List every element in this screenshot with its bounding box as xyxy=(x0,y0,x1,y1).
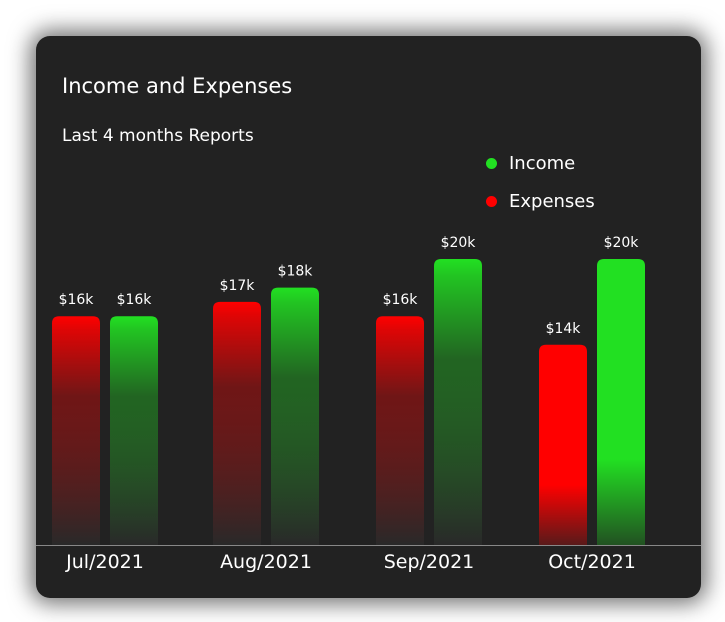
expenses-value-label: $17k xyxy=(220,278,256,294)
legend: Income Expenses xyxy=(486,144,595,220)
income-bar-sep-2021 xyxy=(434,259,482,545)
expenses-bar-oct-2021 xyxy=(539,344,587,545)
income-value-label: $20k xyxy=(441,235,477,251)
income-value-label: $16k xyxy=(117,292,153,308)
legend-label-income: Income xyxy=(509,152,576,174)
legend-item-income: Income xyxy=(486,144,595,182)
income-value-label: $18k xyxy=(278,264,314,280)
expenses-bar-aug-2021 xyxy=(213,301,261,545)
x-tick-label: Jul/2021 xyxy=(65,551,144,573)
x-tick-label: Aug/2021 xyxy=(220,551,312,573)
x-tick-label: Sep/2021 xyxy=(384,551,475,573)
legend-item-expenses: Expenses xyxy=(486,182,595,220)
x-tick-label: Oct/2021 xyxy=(548,551,636,573)
income-value-label: $20k xyxy=(604,235,640,251)
expenses-value-label: $16k xyxy=(383,292,419,308)
chart-card: Income and Expenses Last 4 months Report… xyxy=(36,36,701,598)
expenses-value-label: $14k xyxy=(546,321,582,337)
income-bar-oct-2021 xyxy=(597,259,645,545)
income-legend-dot xyxy=(486,157,497,169)
expenses-legend-dot xyxy=(486,195,497,207)
expenses-bar-jul-2021 xyxy=(52,316,100,545)
expenses-value-label: $16k xyxy=(59,292,95,308)
income-bar-aug-2021 xyxy=(271,287,319,545)
chart-title: Income and Expenses xyxy=(62,74,293,98)
bar-plot: $16k $16k Jul/2021 $17k $18k Aug/2021 $16k $20k… xyxy=(36,235,701,573)
chart-subtitle: Last 4 months Reports xyxy=(62,126,254,146)
legend-label-expenses: Expenses xyxy=(509,190,595,212)
expenses-bar-sep-2021 xyxy=(376,316,424,545)
income-bar-jul-2021 xyxy=(110,316,158,545)
